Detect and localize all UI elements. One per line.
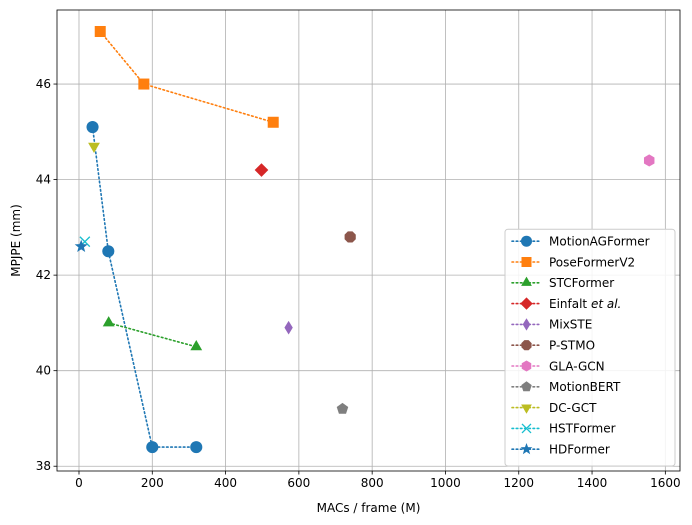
legend-label: MotionAGFormer bbox=[549, 235, 650, 249]
legend-label-italic: et al. bbox=[591, 297, 621, 311]
legend-marker bbox=[521, 257, 532, 267]
legend-item: GLA-GCN bbox=[511, 359, 605, 373]
legend-label: MotionBERT bbox=[549, 380, 621, 394]
data-point bbox=[88, 142, 100, 153]
data-point bbox=[344, 231, 356, 243]
legend-marker bbox=[520, 297, 533, 310]
x-tick-label: 0 bbox=[75, 476, 83, 490]
legend-marker bbox=[521, 276, 532, 286]
x-tick-label: 1400 bbox=[577, 476, 608, 490]
legend-label: Einfalt et al. bbox=[549, 297, 621, 311]
legend-label: DC-GCT bbox=[549, 401, 597, 415]
x-tick-label: 800 bbox=[361, 476, 384, 490]
legend-marker bbox=[521, 340, 532, 351]
legend-item: DC-GCT bbox=[511, 401, 597, 415]
legend-item: HDFormer bbox=[511, 443, 610, 457]
data-point bbox=[86, 120, 99, 134]
x-axis-label: MACs / frame (M) bbox=[317, 501, 421, 515]
y-tick-label: 40 bbox=[36, 364, 51, 378]
legend-label: P-STMO bbox=[549, 339, 595, 353]
y-axis-label: MPJPE (mm) bbox=[9, 204, 23, 277]
data-point bbox=[190, 441, 203, 454]
legend-box bbox=[504, 228, 676, 467]
data-point bbox=[102, 245, 115, 258]
data-markers bbox=[74, 25, 655, 454]
legend-item: PoseFormerV2 bbox=[511, 255, 635, 269]
legend-label: PoseFormerV2 bbox=[549, 255, 635, 269]
legend-label: MixSTE bbox=[549, 318, 592, 332]
y-axis-ticks: 38 40 42 44 46 bbox=[36, 77, 57, 473]
data-point bbox=[146, 441, 159, 454]
legend-item: STCFormer bbox=[511, 276, 614, 290]
y-tick-label: 42 bbox=[36, 268, 51, 282]
series-line bbox=[99, 30, 275, 124]
legend-marker bbox=[522, 318, 531, 331]
y-tick-label: 46 bbox=[36, 77, 51, 91]
data-point bbox=[94, 25, 106, 37]
data-point bbox=[643, 154, 655, 167]
legend-item: MixSTE bbox=[511, 318, 592, 332]
data-point bbox=[336, 402, 349, 414]
legend-label: HDFormer bbox=[549, 443, 610, 457]
legend-marker bbox=[520, 443, 533, 455]
grid-lines bbox=[57, 10, 680, 471]
legend-item: HSTFormer bbox=[511, 422, 616, 436]
x-tick-label: 1000 bbox=[430, 476, 461, 490]
x-tick-label: 200 bbox=[141, 476, 164, 490]
series-lines bbox=[91, 30, 275, 448]
legend-item: P-STMO bbox=[511, 339, 595, 353]
x-axis-ticks: 0 200 400 600 800 1000 1200 1400 1600 bbox=[75, 471, 681, 490]
y-tick-label: 38 bbox=[36, 459, 51, 473]
x-tick-label: 400 bbox=[214, 476, 237, 490]
x-tick-label: 1200 bbox=[503, 476, 534, 490]
legend-marker bbox=[521, 235, 532, 247]
legend-item: MotionBERT bbox=[511, 380, 621, 394]
data-point bbox=[102, 316, 115, 327]
legend-marker bbox=[521, 381, 532, 392]
legend-label: STCFormer bbox=[549, 276, 614, 290]
legend-label: HSTFormer bbox=[549, 422, 616, 436]
data-point bbox=[267, 116, 279, 128]
x-tick-label: 600 bbox=[287, 476, 310, 490]
y-tick-label: 44 bbox=[36, 173, 51, 187]
data-point bbox=[74, 239, 88, 252]
data-point bbox=[190, 339, 203, 351]
legend: MotionAGFormer PoseFormerV2 STCFormer Einfa… bbox=[504, 228, 676, 467]
series-line bbox=[107, 322, 198, 348]
data-point bbox=[138, 78, 150, 90]
data-point bbox=[284, 320, 293, 335]
series-line bbox=[91, 126, 198, 448]
legend-label: GLA-GCN bbox=[549, 359, 605, 373]
legend-item: Einfalt et al. bbox=[511, 297, 621, 311]
data-point bbox=[254, 163, 269, 177]
legend-item: MotionAGFormer bbox=[511, 235, 650, 249]
legend-marker bbox=[521, 404, 532, 414]
legend-marker bbox=[521, 423, 532, 434]
plot-frame bbox=[56, 9, 681, 472]
legend-marker bbox=[521, 360, 532, 372]
x-tick-label: 1600 bbox=[650, 476, 681, 490]
